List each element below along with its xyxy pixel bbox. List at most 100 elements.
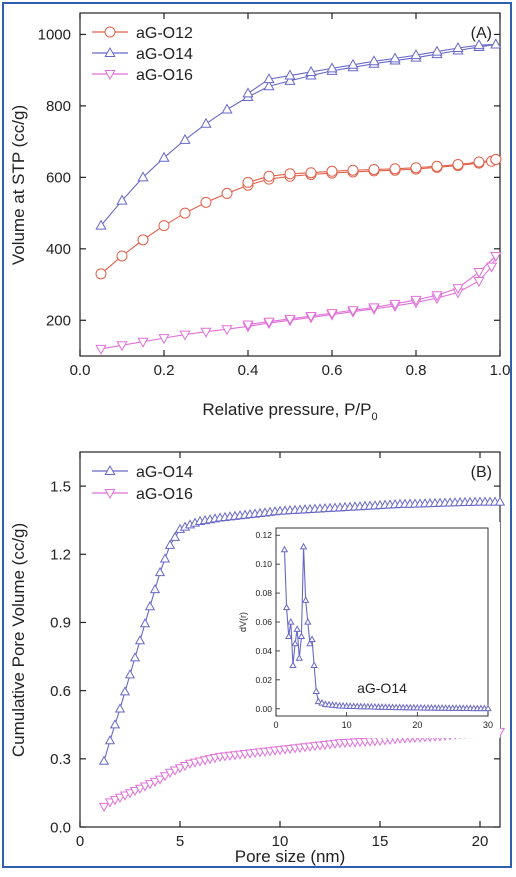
panel-a-series-1-point bbox=[452, 41, 464, 53]
panel-b-label: (B) bbox=[471, 464, 492, 481]
inset-series-point bbox=[297, 632, 306, 640]
inset-series-point bbox=[287, 617, 295, 625]
inset-x-tick-label: 0 bbox=[273, 720, 278, 730]
panel-b-series-0-point bbox=[154, 566, 166, 577]
panel-a-series-2-point bbox=[137, 337, 149, 348]
inset-series-point bbox=[280, 545, 289, 553]
panel-b-x-tick-label: 5 bbox=[176, 833, 184, 850]
panel-b-series-1-point bbox=[154, 775, 166, 785]
inset-series-point bbox=[304, 617, 312, 625]
panel-a-series-1-point bbox=[431, 45, 443, 56]
panel-a-series-1-point bbox=[284, 74, 296, 85]
panel-a-legend-marker bbox=[104, 26, 116, 38]
panel-a-plot-frame bbox=[79, 12, 501, 357]
inset-y-axis-label: dV(r) bbox=[238, 612, 248, 632]
panel-a-x-axis-label-main: Relative pressure, P/P bbox=[202, 400, 371, 419]
inset-x-tick-label: 10 bbox=[342, 720, 352, 730]
panel-a-series-0-point bbox=[368, 163, 380, 175]
panel-b-series-0-point bbox=[144, 601, 156, 611]
panel-a-series-0-point bbox=[326, 165, 338, 177]
inset-x-tick-label: 30 bbox=[483, 720, 493, 730]
panel-a-label: (A) bbox=[471, 25, 492, 42]
inset-y-tick-label: 0.08 bbox=[255, 588, 272, 598]
inset-series-point bbox=[301, 596, 310, 603]
inset-y-tick-label: 0.10 bbox=[255, 559, 272, 569]
panel-b-series-1-point bbox=[114, 793, 126, 803]
panel-a-series-0-point bbox=[95, 268, 107, 280]
panel-b-series-1-point bbox=[179, 761, 191, 772]
panel-b-legend-marker bbox=[104, 464, 116, 475]
panel-a-series-2-point bbox=[179, 330, 191, 341]
panel-a-series-1-point bbox=[389, 52, 401, 63]
panel-a-series-1-point bbox=[263, 73, 275, 84]
panel-b-x-tick-label: 0 bbox=[76, 833, 84, 850]
figure-frame bbox=[2, 2, 512, 868]
panel-a-series-0-point bbox=[179, 207, 191, 219]
inset-series-point bbox=[306, 639, 314, 647]
panel-a-series-1-point bbox=[368, 55, 380, 66]
panel-b-y-axis-label: Cumulative Pore Volume (cc/g) bbox=[9, 523, 28, 757]
panel-b-series-1-point bbox=[174, 764, 186, 774]
panel-a-series-1-point bbox=[95, 219, 107, 230]
panel-a-x-axis-label-subscript: 0 bbox=[372, 411, 378, 423]
panel-b-series-0-point bbox=[139, 618, 151, 628]
panel-a-series-1-point bbox=[347, 58, 359, 69]
panel-a-series-2-point bbox=[452, 284, 464, 295]
inset-background bbox=[238, 522, 500, 738]
panel-b-y-tick-label: 1.5 bbox=[50, 478, 71, 495]
panel-a-y-tick-label: 400 bbox=[46, 241, 71, 258]
panel-b-series-1-point bbox=[134, 784, 146, 794]
inset-series-point bbox=[310, 661, 318, 668]
panel-a-series-1-point bbox=[116, 194, 128, 205]
panel-a-series-2-point bbox=[284, 314, 296, 325]
panel-a-x-tick-label: 1.0 bbox=[490, 362, 511, 379]
panel-b-series-0-point bbox=[494, 496, 506, 506]
panel-b-legend-marker bbox=[104, 489, 116, 500]
panel-a-series-0-point bbox=[410, 162, 422, 174]
inset-series-point bbox=[291, 639, 299, 647]
panel-b-series-0-point bbox=[159, 553, 171, 563]
panel-a-legend-marker bbox=[104, 46, 116, 57]
panel-a-series-2-point bbox=[485, 262, 498, 273]
panel-a-series-2-point bbox=[242, 320, 254, 331]
panel-b-x-tick-label: 10 bbox=[272, 833, 289, 850]
inset-series-point bbox=[282, 603, 291, 611]
panel-a-y-tick-label: 200 bbox=[46, 313, 71, 330]
panel-a-legend-label: aG-O16 bbox=[136, 67, 193, 84]
inset-series-point bbox=[318, 698, 326, 706]
panel-a-series-0-point bbox=[284, 168, 296, 180]
panel-a-series-1-point bbox=[179, 133, 191, 144]
panel-a-x-tick-label: 0.8 bbox=[406, 362, 427, 379]
inset-series-point bbox=[295, 654, 304, 661]
panel-a-series-0-point bbox=[263, 170, 275, 182]
panel-a-series-2-point bbox=[158, 334, 170, 345]
panel-a-series-1-point bbox=[410, 49, 422, 60]
panel-b-series-1-point bbox=[144, 780, 156, 790]
panel-a-series-0-point bbox=[221, 187, 233, 199]
panel-b-series-0-point bbox=[98, 755, 110, 765]
panel-b-series-1-point bbox=[164, 768, 176, 778]
panel-a-x-tick-label: 0.2 bbox=[154, 362, 175, 379]
panel-a-series-2-point bbox=[410, 295, 422, 306]
inset-series-point bbox=[293, 625, 301, 632]
panel-b-series-1-point bbox=[139, 782, 151, 792]
panel-a-series-2-point bbox=[305, 311, 317, 323]
panel-a-series-2-point bbox=[389, 299, 401, 310]
panel-b-series-1-point bbox=[169, 766, 181, 776]
panel-b-series-1-point bbox=[98, 802, 110, 813]
panel-a-series-1-point bbox=[221, 103, 233, 114]
panel-b-series-0-point bbox=[119, 686, 131, 696]
panel-a-series-0-point bbox=[431, 160, 443, 172]
panel-b-series-1-point bbox=[149, 777, 161, 788]
panel-a-series-1-point bbox=[158, 151, 170, 162]
panel-a-series-0-point bbox=[116, 250, 128, 262]
panel-b-series-0-point bbox=[149, 583, 161, 594]
panel-b-legend-label: aG-O16 bbox=[136, 486, 193, 503]
panel-a-series-0-point bbox=[158, 220, 170, 232]
panel-b-series-0-point bbox=[134, 635, 146, 645]
panel-b-series-1-point bbox=[159, 772, 171, 782]
panel-b-y-tick-label: 0.0 bbox=[50, 819, 71, 836]
panel-a-series-2-point bbox=[95, 344, 107, 355]
panel-a-y-tick-label: 1000 bbox=[38, 27, 71, 44]
